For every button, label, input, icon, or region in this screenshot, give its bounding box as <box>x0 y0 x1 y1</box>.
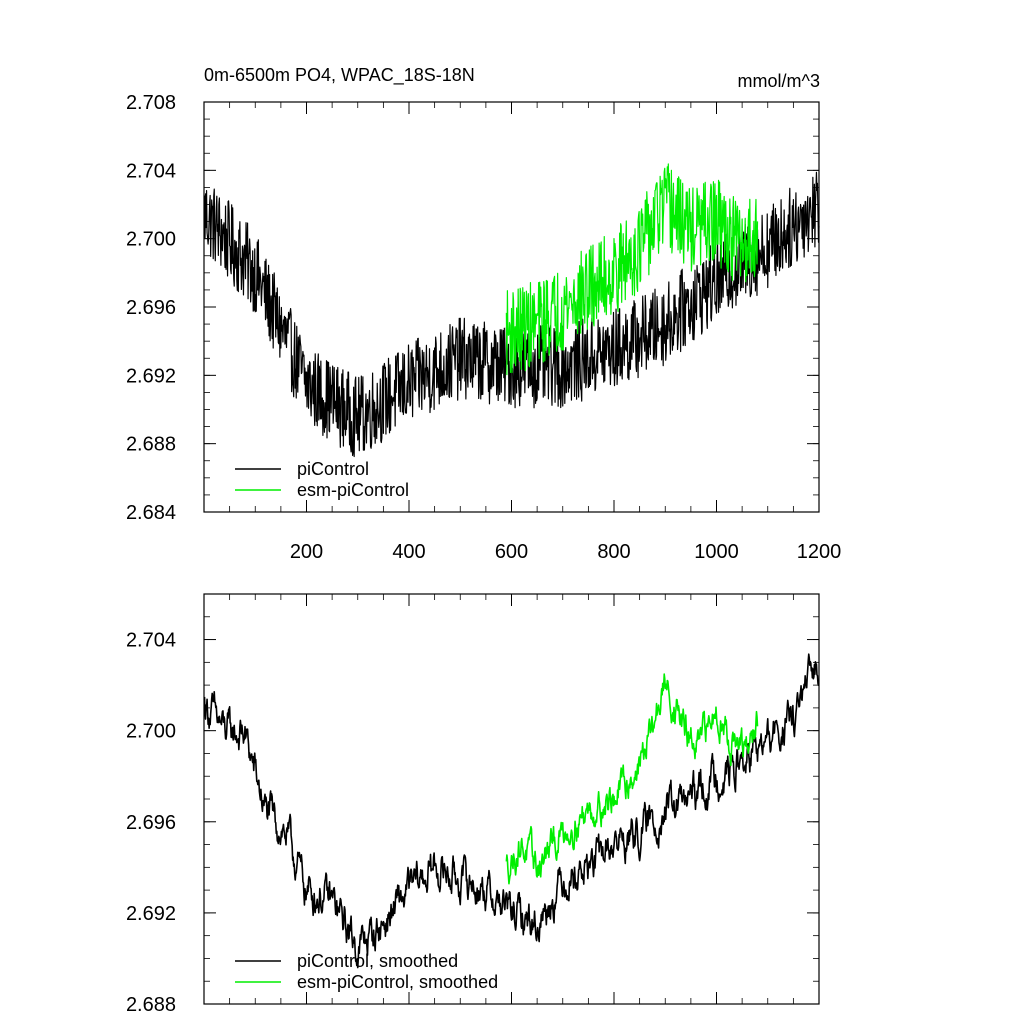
x-tick-label: 1200 <box>797 541 842 563</box>
y-tick-label: 2.688 <box>126 994 176 1016</box>
top-legend: piControl esm-piControl <box>235 459 409 500</box>
x-tick-label: 200 <box>290 541 323 563</box>
legend-label-esm-picontrol-smoothed: esm-piControl, smoothed <box>297 972 498 992</box>
bottom-legend: piControl, smoothed esm-piControl, smoot… <box>235 951 498 992</box>
x-tick-label: 600 <box>495 541 528 563</box>
top-panel-title: 0m-6500m PO4, WPAC_18S-18N <box>204 65 475 86</box>
y-tick-label: 2.700 <box>126 229 176 251</box>
legend-label-esm-picontrol: esm-piControl <box>297 480 409 500</box>
y-tick-label: 2.696 <box>126 297 176 319</box>
series-line-esm-picontrol-smoothed <box>505 673 759 885</box>
y-tick-label: 2.704 <box>126 630 176 652</box>
series-line-picontrol-smoothed <box>203 653 820 969</box>
top-panel-units: mmol/m^3 <box>738 71 820 91</box>
top-plot-frame <box>203 101 820 513</box>
bottom-tick-layer: 2.688 2.692 2.696 2.700 2.704 <box>126 593 820 1016</box>
bottom-panel: 2.688 2.692 2.696 2.700 2.704 piControl, smo… <box>126 593 820 1016</box>
legend-label-picontrol-smoothed: piControl, smoothed <box>297 951 458 971</box>
y-tick-label: 2.708 <box>126 92 176 114</box>
top-series-layer <box>203 163 820 458</box>
x-tick-label: 1000 <box>694 541 739 563</box>
y-tick-label: 2.692 <box>126 365 176 387</box>
bottom-plot-frame <box>203 593 820 1005</box>
bottom-series-layer <box>203 653 820 969</box>
y-tick-label: 2.696 <box>126 812 176 834</box>
x-tick-label: 800 <box>597 541 630 563</box>
y-tick-label: 2.704 <box>126 160 176 182</box>
y-tick-label: 2.684 <box>126 502 176 524</box>
top-tick-layer: 2.684 2.688 2.692 2.696 2.700 2.704 2.708 200 40… <box>126 92 841 563</box>
series-line-esm-picontrol <box>505 163 759 376</box>
y-tick-label: 2.692 <box>126 903 176 925</box>
y-tick-label: 2.700 <box>126 721 176 743</box>
legend-label-picontrol: piControl <box>297 459 369 479</box>
y-tick-label: 2.688 <box>126 434 176 456</box>
x-tick-label: 400 <box>392 541 425 563</box>
top-panel: 0m-6500m PO4, WPAC_18S-18N mmol/m^3 2.68… <box>126 65 841 563</box>
